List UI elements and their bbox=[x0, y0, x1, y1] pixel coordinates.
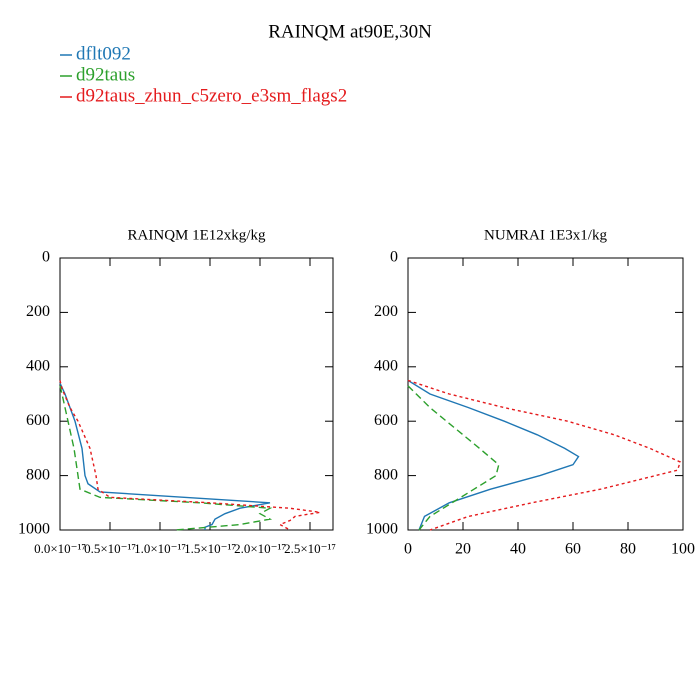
y-tick-label: 0 bbox=[42, 249, 50, 266]
x-tick-label: 40 bbox=[510, 541, 526, 558]
profile-line bbox=[59, 380, 321, 531]
panel-title: NUMRAI 1E3x1/kg bbox=[484, 227, 607, 243]
profile-line bbox=[407, 385, 500, 531]
y-tick-label: 600 bbox=[26, 412, 50, 429]
x-tick-label: 100 bbox=[671, 541, 695, 558]
figure-title: RAINQM at90E,30N bbox=[268, 21, 432, 42]
x-tick-label: 1.5×10⁻¹⁷ bbox=[184, 541, 236, 556]
y-tick-label: 0 bbox=[390, 249, 398, 266]
y-tick-label: 400 bbox=[374, 357, 398, 374]
y-tick-label: 200 bbox=[374, 303, 398, 320]
x-tick-label: 20 bbox=[455, 541, 471, 558]
profile-line bbox=[407, 379, 580, 531]
x-tick-label: 2.0×10⁻¹⁷ bbox=[234, 541, 286, 556]
x-tick-label: 0 bbox=[404, 541, 412, 558]
profile-line bbox=[59, 385, 273, 531]
y-tick-label: 600 bbox=[374, 412, 398, 429]
plot-frame bbox=[407, 257, 684, 531]
x-tick-label: 1.0×10⁻¹⁷ bbox=[134, 541, 186, 556]
legend-label: dflt092 bbox=[76, 43, 131, 64]
plot-frame bbox=[59, 257, 334, 531]
panel-title: RAINQM 1E12xkg/kg bbox=[128, 227, 266, 243]
x-tick-label: 0.5×10⁻¹⁷ bbox=[84, 541, 136, 556]
legend-label: d92taus_zhun_c5zero_e3sm_flags2 bbox=[76, 85, 347, 106]
y-tick-label: 400 bbox=[26, 357, 50, 374]
y-tick-label: 1000 bbox=[366, 521, 398, 538]
y-tick-label: 800 bbox=[374, 466, 398, 483]
x-tick-label: 2.5×10⁻¹⁷ bbox=[284, 541, 336, 556]
legend-label: d92taus bbox=[76, 64, 135, 85]
profile-line bbox=[407, 379, 682, 531]
profile-line bbox=[59, 382, 271, 530]
y-tick-label: 800 bbox=[26, 466, 50, 483]
y-tick-label: 1000 bbox=[18, 521, 50, 538]
x-tick-label: 80 bbox=[620, 541, 636, 558]
x-tick-label: 0.0×10⁻¹⁷ bbox=[34, 541, 86, 556]
y-tick-label: 200 bbox=[26, 303, 50, 320]
x-tick-label: 60 bbox=[565, 541, 581, 558]
